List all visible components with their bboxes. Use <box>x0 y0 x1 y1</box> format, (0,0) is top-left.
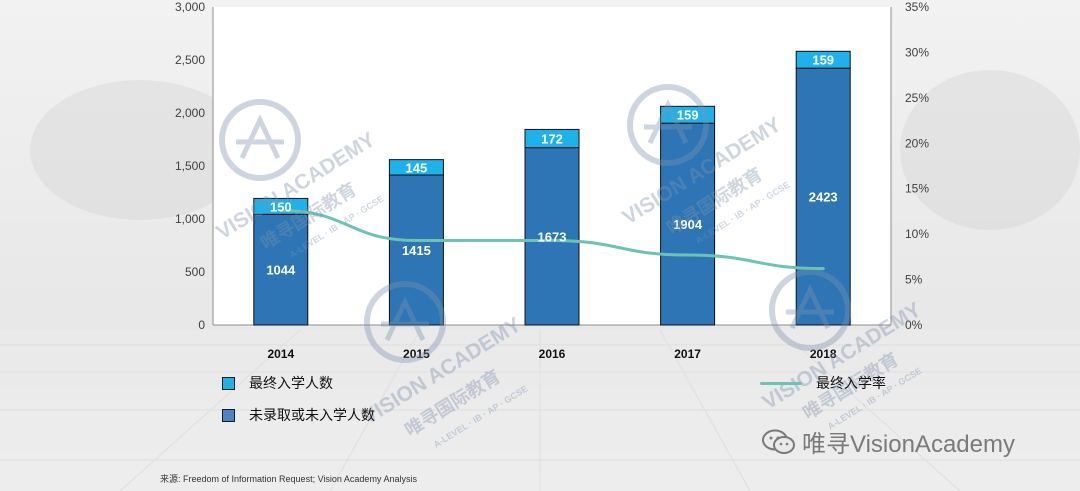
right-tick-label: 15% <box>905 182 929 196</box>
right-tick-label: 20% <box>905 136 929 150</box>
right-tick-label: 0% <box>905 318 923 332</box>
watermark-logo-icon <box>219 99 301 181</box>
data-label-not-admitted: 1904 <box>673 217 703 232</box>
rate-point <box>279 209 283 213</box>
legend-label-final-enrolled: 最终入学人数 <box>249 375 333 391</box>
x-tick-label: 2015 <box>403 347 430 361</box>
left-tick-label: 3,000 <box>175 0 205 14</box>
bar-not-admitted-2016 <box>524 147 580 326</box>
data-label-final-enrolled: 159 <box>812 53 834 68</box>
bar-not-admitted-2014 <box>253 213 309 326</box>
bar-final-enrolled-2018 <box>795 50 851 69</box>
rate-point <box>550 239 554 243</box>
left-axis-ticks: 0 500 1,000 1,500 2,000 2,500 3,000 <box>175 0 205 332</box>
bar-final-enrolled-2017 <box>660 105 716 124</box>
brand: 唯寻VisionAcademy <box>762 424 1015 459</box>
data-label-final-enrolled: 150 <box>270 199 292 214</box>
left-tick-label: 500 <box>185 265 205 279</box>
data-label-final-enrolled: 172 <box>541 132 563 147</box>
right-tick-label: 25% <box>905 91 929 105</box>
data-label-final-enrolled: 159 <box>677 108 699 123</box>
left-tick-label: 0 <box>198 318 205 332</box>
left-tick-label: 1,500 <box>175 159 205 173</box>
wechat-icon <box>762 429 795 454</box>
bar-not-admitted-2015 <box>388 174 444 326</box>
left-tick-label: 1,000 <box>175 212 205 226</box>
legend-swatch-dark-blue <box>222 408 235 422</box>
watermark-logo-icon <box>364 281 446 363</box>
legend-swatch-light-blue <box>222 376 235 390</box>
right-tick-label: 5% <box>905 273 923 287</box>
brand-label: 唯寻VisionAcademy <box>802 431 1015 458</box>
x-tick-label: 2018 <box>810 347 837 361</box>
right-tick-label: 30% <box>905 45 929 59</box>
rate-point <box>414 239 418 243</box>
right-tick-label: 10% <box>905 227 929 241</box>
x-tick-label: 2016 <box>539 347 566 361</box>
rate-point <box>686 253 690 257</box>
background-floor-grid <box>0 329 1080 491</box>
bar-final-enrolled-2015 <box>388 159 444 176</box>
source-text: 来源: Freedom of Information Request; Visi… <box>160 474 417 484</box>
right-axis-ticks: 0% 5% 10% 15% 20% 25% 30% 35% <box>905 0 929 332</box>
bar-final-enrolled-2016 <box>524 128 580 149</box>
x-tick-label: 2017 <box>674 347 701 361</box>
data-label-not-admitted: 1044 <box>266 263 296 278</box>
legend-label-rate: 最终入学率 <box>816 375 886 391</box>
watermark-logo-icon <box>769 269 851 351</box>
rate-line-layer <box>279 209 825 271</box>
x-tick-label: 2014 <box>267 347 294 361</box>
x-axis-labels: 2014 2015 2016 2017 2018 <box>267 347 836 361</box>
left-tick-label: 2,000 <box>175 106 205 120</box>
legend-label-not-admitted: 未录取或未入学人数 <box>249 407 375 423</box>
right-tick-label: 35% <box>905 0 929 14</box>
watermark-layer <box>219 84 851 363</box>
legend-item-not-admitted: 未录取或未入学人数 <box>222 405 375 425</box>
rate-point <box>821 267 825 271</box>
legend-item-rate: 最终入学率 <box>760 373 886 393</box>
legend-line-teal <box>760 381 802 385</box>
left-tick-label: 2,500 <box>175 53 205 67</box>
value-labels: 1044 150 1415 145 1673 172 1904 159 2423 159 <box>266 53 837 278</box>
data-label-final-enrolled: 145 <box>406 160 428 175</box>
data-label-not-admitted: 1673 <box>538 229 567 244</box>
legend-item-final-enrolled: 最终入学人数 <box>222 373 333 393</box>
bars <box>253 50 851 326</box>
bar-not-admitted-2018 <box>795 67 851 326</box>
data-label-not-admitted: 2423 <box>809 190 838 205</box>
data-label-not-admitted: 1415 <box>402 243 431 258</box>
watermark-logo-icon <box>627 84 709 166</box>
bar-not-admitted-2017 <box>660 122 716 326</box>
